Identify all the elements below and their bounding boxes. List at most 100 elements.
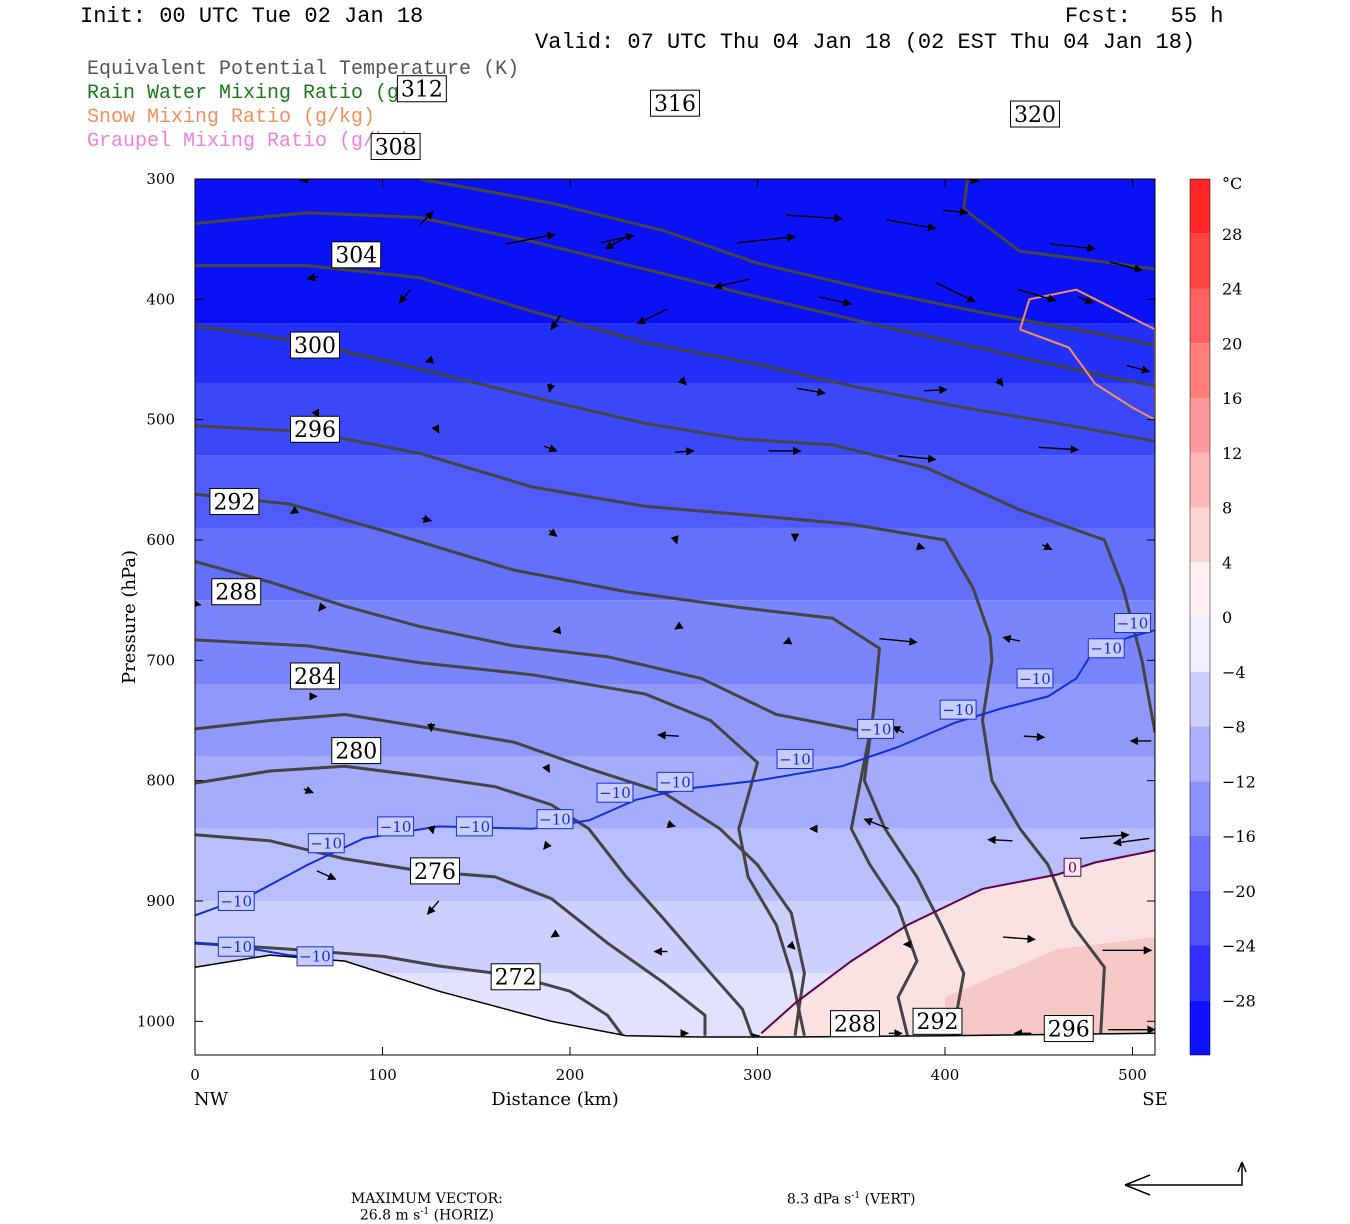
isotherm-label: −10 xyxy=(860,720,892,738)
wind-vector xyxy=(426,900,440,915)
isotherm-label-box xyxy=(217,936,255,957)
theta-e-line-296 xyxy=(195,492,966,1036)
wind-vector xyxy=(995,377,1004,387)
shading-band xyxy=(195,383,1155,456)
wind-vector xyxy=(670,535,679,545)
axes: 300 400 500 600 700 800 900 1000 0 100 200 300 400 50… xyxy=(119,170,1168,1110)
wind-vector xyxy=(736,233,796,244)
y-tick-label: 1000 xyxy=(137,1012,175,1030)
wind-vector xyxy=(636,308,668,325)
wind-vector xyxy=(713,278,751,290)
reference-vector-icon xyxy=(1124,1161,1247,1196)
theta-e-contours xyxy=(195,179,1155,1037)
forecast-hour: Fcst: 55 h xyxy=(1065,4,1224,29)
theta-e-label-292: 292 xyxy=(213,490,255,515)
colorbar-segment xyxy=(1190,562,1210,617)
isotherm-label: −10 xyxy=(1090,640,1122,658)
max-vector-label: MAXIMUM VECTOR: 26.8 m s-1 (HORIZ) xyxy=(342,1175,503,1224)
shading-band xyxy=(195,455,1155,528)
wind-vector xyxy=(316,870,337,881)
wind-vector xyxy=(1023,732,1046,742)
theta-e-label-bottom-296-box xyxy=(1043,1015,1094,1043)
wind-vector xyxy=(195,599,202,608)
snow-mixing-ratio-contour xyxy=(1019,288,1155,421)
theta-e-label-276-box xyxy=(410,857,460,885)
isotherm-zero-label: 0 xyxy=(1068,860,1077,876)
isotherm-label-box xyxy=(536,809,574,830)
wind-vector xyxy=(303,786,314,794)
isotherm-label: −10 xyxy=(220,938,252,956)
colorbar-segment xyxy=(1190,1000,1210,1055)
wind-vector xyxy=(546,383,556,393)
contour-labels: 272 276 280 284 288 292 296 300 304 308 312 316 320 2… xyxy=(209,75,1151,1043)
colorbar-tick-label: −16 xyxy=(1222,827,1256,846)
colorbar-segment xyxy=(1190,507,1210,563)
horiz-exponent: -1 xyxy=(420,1207,430,1217)
theta-e-label-296-box xyxy=(290,415,340,443)
wind-vector xyxy=(318,602,327,612)
theta-e-label-bottom-288: 288 xyxy=(834,1013,876,1038)
theta-e-label-272-box xyxy=(490,963,541,991)
wind-vector xyxy=(657,731,679,740)
horiz-suffix: (HORIZ) xyxy=(429,1207,494,1224)
colorbar-tick-label: −12 xyxy=(1222,772,1256,791)
theta-e-label-308: 308 xyxy=(375,135,417,160)
theta-e-label-308-box xyxy=(370,133,421,161)
theta-e-line-312 xyxy=(195,211,1155,388)
isotherm-label-box xyxy=(296,946,334,967)
wind-vector xyxy=(674,447,695,456)
wind-vector xyxy=(935,281,976,303)
wind-vector xyxy=(550,314,562,331)
y-tick-label: 500 xyxy=(146,411,175,429)
valid-time: Valid: 07 UTC Thu 04 Jan 18 (02 EST Thu … xyxy=(535,30,1196,55)
wind-vector xyxy=(1049,243,1096,253)
theta-e-label-304: 304 xyxy=(335,244,377,269)
wind-vector xyxy=(1002,634,1021,644)
colorbar-frame xyxy=(1189,178,1211,1056)
colorbar-segment xyxy=(1190,617,1210,672)
colorbar-tick-label: −20 xyxy=(1222,882,1256,901)
wind-vector xyxy=(419,210,434,226)
colorbar-tick-label: 4 xyxy=(1222,553,1232,572)
isotherm-label: −10 xyxy=(599,784,631,802)
wind-vector xyxy=(1109,261,1143,273)
theta-e-label-288: 288 xyxy=(215,581,257,606)
wind-vector xyxy=(987,835,1013,845)
colorbar-segment xyxy=(1190,343,1210,398)
wind-vector xyxy=(819,296,853,307)
wind-vector xyxy=(924,385,948,395)
max-vector-caption: MAXIMUM VECTOR: xyxy=(350,1191,503,1207)
theta-e-line-292 xyxy=(195,560,919,1037)
wind-vector xyxy=(1042,542,1053,551)
theta-e-label-bottom-292: 292 xyxy=(917,1010,959,1035)
theta-e-label-292-box xyxy=(209,487,260,515)
colorbar-segment xyxy=(1190,233,1210,289)
theta-e-label-bottom-288-box xyxy=(830,1010,880,1038)
wind-vector xyxy=(543,444,558,453)
wind-vector xyxy=(943,207,969,217)
colorbar-unit: °C xyxy=(1222,174,1242,193)
x-tick-label: 400 xyxy=(931,1066,960,1084)
isotherm-label-box xyxy=(1016,668,1054,689)
x-tick-label: 100 xyxy=(368,1066,397,1084)
colorbar-segment xyxy=(1190,781,1210,836)
theta-e-label-284-box xyxy=(290,662,340,690)
wind-vector xyxy=(421,514,433,523)
isotherm-label: −10 xyxy=(459,818,491,836)
theta-e-label-284: 284 xyxy=(294,665,336,690)
vert-max-label: 8.3 dPa s-1 (VERT) xyxy=(778,1175,916,1208)
isotherm-label: −10 xyxy=(779,750,811,768)
isotherm-zero-line xyxy=(760,849,1155,1035)
x-tick-label: 0 xyxy=(190,1066,200,1084)
wind-vector xyxy=(506,231,556,245)
colorbar-tick-label: −24 xyxy=(1222,937,1256,956)
isotherm-minus10-line xyxy=(195,629,1155,917)
theta-e-line-308 xyxy=(195,264,1155,443)
isotherm-label: −10 xyxy=(539,811,571,829)
wind-vector xyxy=(542,763,550,773)
colorbar-segment xyxy=(1190,945,1210,1001)
isotherm-label-box xyxy=(1087,638,1125,659)
theta-e-line-316 xyxy=(419,179,1155,347)
isotherm-label-box xyxy=(1114,613,1151,634)
wind-vector xyxy=(666,820,676,829)
